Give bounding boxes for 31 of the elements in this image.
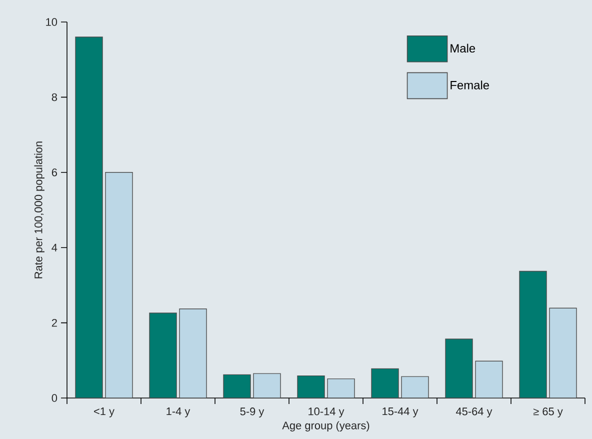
bar — [401, 376, 429, 398]
bar — [371, 368, 399, 398]
y-tick-label: 0 — [52, 394, 58, 402]
x-tick-label: <1 y — [94, 408, 114, 418]
bar — [519, 270, 547, 398]
bar — [223, 374, 251, 398]
y-axis-title: Rate per 100,000 population — [34, 142, 44, 278]
bar — [179, 308, 207, 398]
y-tick-label: 10 — [46, 18, 58, 26]
x-tick-label: 15-44 y — [382, 408, 418, 418]
bar — [149, 312, 177, 398]
y-tick-label: 8 — [52, 93, 57, 102]
x-tick-label: 45-64 y — [456, 408, 492, 418]
x-tick-label: 1-4 y — [166, 408, 190, 418]
bar — [549, 308, 577, 398]
x-tick-label: 5-9 y — [240, 408, 264, 418]
bar — [445, 338, 473, 398]
bar — [297, 375, 325, 398]
bar — [327, 378, 355, 398]
bar — [105, 172, 133, 398]
bar — [475, 360, 503, 398]
x-axis-title: Age group (years) — [282, 421, 370, 432]
x-tick-label: 10-14 y — [308, 408, 344, 418]
bar — [253, 373, 281, 398]
bar — [75, 36, 103, 398]
y-tick-label: 2 — [52, 318, 57, 327]
y-tick-label: 4 — [52, 244, 58, 252]
legend-label: Male — [450, 44, 476, 53]
legend-label: Female — [450, 80, 489, 90]
y-tick-label: 6 — [52, 168, 57, 176]
x-tick-label: ≥ 65 y — [533, 408, 563, 418]
